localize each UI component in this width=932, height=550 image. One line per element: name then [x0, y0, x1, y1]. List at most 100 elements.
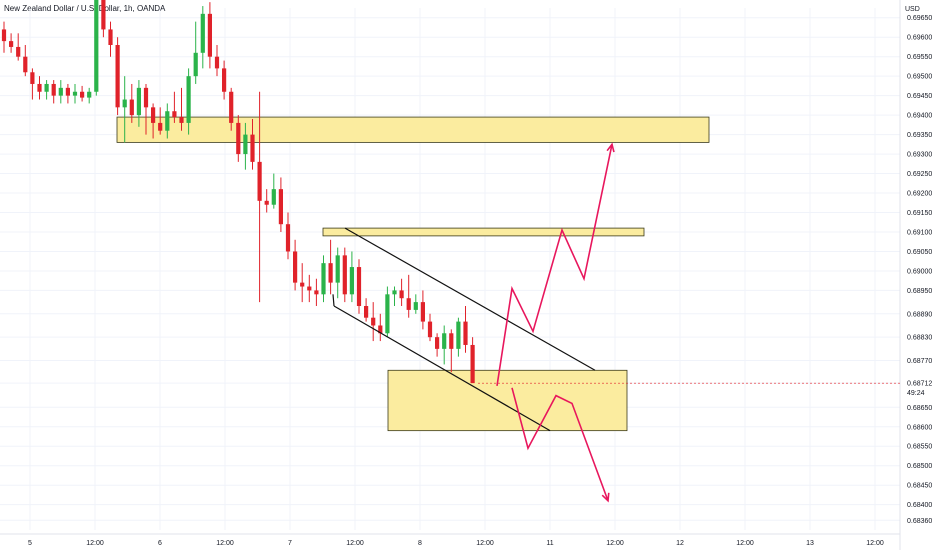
- price-tick-label: 0.68600: [907, 424, 932, 431]
- candle-body: [307, 286, 312, 291]
- price-tick-label: 0.69600: [907, 35, 932, 42]
- candle-body: [44, 83, 49, 92]
- candle-body: [321, 263, 326, 295]
- time-tick-label: 12:00: [736, 540, 754, 547]
- price-tick-label: 0.69050: [907, 249, 932, 256]
- time-tick-label: 8: [418, 540, 422, 547]
- candlestick-series: [1, 0, 475, 384]
- candle-body: [143, 87, 149, 108]
- candle-body: [257, 161, 262, 201]
- time-tick-label: 12:00: [866, 540, 884, 547]
- price-tick-label: 0.69500: [907, 74, 932, 81]
- time-tick-label: 12:00: [346, 540, 364, 547]
- candle-body: [222, 68, 227, 92]
- price-tick-label: 0.69250: [907, 171, 932, 178]
- price-tick-label: 0.69150: [907, 210, 932, 217]
- candle-body: [94, 0, 99, 92]
- price-axis[interactable]: USD 0.69650 0.69600 0.69550 0.69500 0.69450 0.…: [899, 0, 932, 550]
- candle-body: [385, 294, 390, 334]
- price-tick-label: 0.69550: [907, 54, 932, 61]
- candle-body: [442, 333, 447, 349]
- time-tick-label: 12:00: [86, 540, 104, 547]
- price-tick-label: 0.68450: [907, 483, 932, 490]
- channel-anchor: [332, 294, 335, 307]
- current-price-tag: 0.68712 49:24: [478, 381, 932, 397]
- candle-body: [356, 267, 362, 307]
- candle-body: [278, 189, 283, 225]
- candle-body: [271, 189, 276, 205]
- time-tick-label: 12:00: [476, 540, 494, 547]
- time-tick-label: 7: [288, 540, 292, 547]
- time-tick-label: 12:00: [606, 540, 624, 547]
- candle-body: [250, 134, 255, 162]
- candle-body: [108, 29, 113, 46]
- candle-body: [58, 87, 63, 96]
- price-tick-label: 0.68950: [907, 288, 932, 295]
- candle-body: [172, 111, 177, 118]
- descending-channel: [332, 227, 596, 432]
- candle-body: [200, 13, 205, 53]
- price-tick-label: 0.69000: [907, 268, 932, 275]
- candle-body: [264, 200, 269, 205]
- candle-body: [51, 83, 56, 96]
- candle-body: [300, 282, 305, 287]
- price-tick-label: 0.68550: [907, 444, 932, 451]
- chart-title: New Zealand Dollar / U.S. Dollar, 1h, OA…: [4, 4, 166, 13]
- candle-body: [328, 263, 333, 283]
- candle-body: [349, 267, 354, 295]
- candle-body: [165, 111, 170, 131]
- candle-body: [293, 251, 298, 283]
- price-tick-label: 0.69350: [907, 132, 932, 139]
- price-tick-label: 0.68500: [907, 463, 932, 470]
- price-tick-label: 0.69200: [907, 191, 932, 198]
- candle-body: [30, 72, 35, 84]
- candle-body: [129, 99, 134, 116]
- channel-upper-line: [344, 227, 596, 371]
- candle-body: [406, 298, 411, 310]
- projection-arrows: [496, 142, 615, 503]
- time-tick-label: 12: [676, 540, 684, 547]
- price-tick-label: 0.69650: [907, 15, 932, 22]
- candle-body: [136, 87, 141, 116]
- candle-body: [413, 302, 418, 310]
- time-tick-label: 6: [158, 540, 162, 547]
- candle-body: [214, 56, 220, 69]
- price-tick-label: 0.69100: [907, 229, 932, 236]
- candle-body: [87, 91, 92, 98]
- zone-rectangle: [322, 227, 645, 237]
- supply-demand-zones: [116, 116, 710, 432]
- channel-lower-line: [333, 305, 551, 432]
- candle-body: [37, 83, 42, 92]
- candle-body: [392, 290, 397, 295]
- candle-body: [285, 224, 291, 252]
- current-price-value: 0.68712: [907, 381, 932, 388]
- candle-body: [420, 302, 425, 322]
- time-tick-label: 5: [28, 540, 32, 547]
- candle-body: [9, 41, 14, 47]
- candle-body: [23, 56, 28, 73]
- candle-body: [335, 255, 340, 283]
- price-tick-label: 0.68360: [907, 518, 932, 525]
- candle-body: [463, 321, 468, 345]
- candle-body: [243, 134, 248, 155]
- candle-body: [151, 107, 156, 123]
- candle-body: [236, 122, 241, 155]
- candle-body: [371, 317, 376, 326]
- time-tick-label: 12:00: [216, 540, 234, 547]
- time-axis[interactable]: 5 12:00 6 12:00 7 12:00 8 12:00 11 12:00 12 12:00 13…: [0, 533, 900, 547]
- axis-currency-label: USD: [905, 6, 920, 13]
- price-tick-label: 0.69300: [907, 152, 932, 159]
- price-tick-label: 0.68770: [907, 358, 932, 365]
- candle-body: [65, 87, 70, 96]
- candle-body: [16, 46, 21, 57]
- candle-body: [314, 290, 319, 295]
- candle-body: [72, 91, 78, 96]
- candle-body: [364, 306, 369, 318]
- candle-body: [207, 13, 212, 57]
- candle-body: [378, 325, 383, 334]
- candle-body: [179, 117, 184, 123]
- bullish-projection-arrow-head: [606, 142, 615, 153]
- candle-body: [399, 290, 404, 299]
- candle-body: [427, 321, 433, 338]
